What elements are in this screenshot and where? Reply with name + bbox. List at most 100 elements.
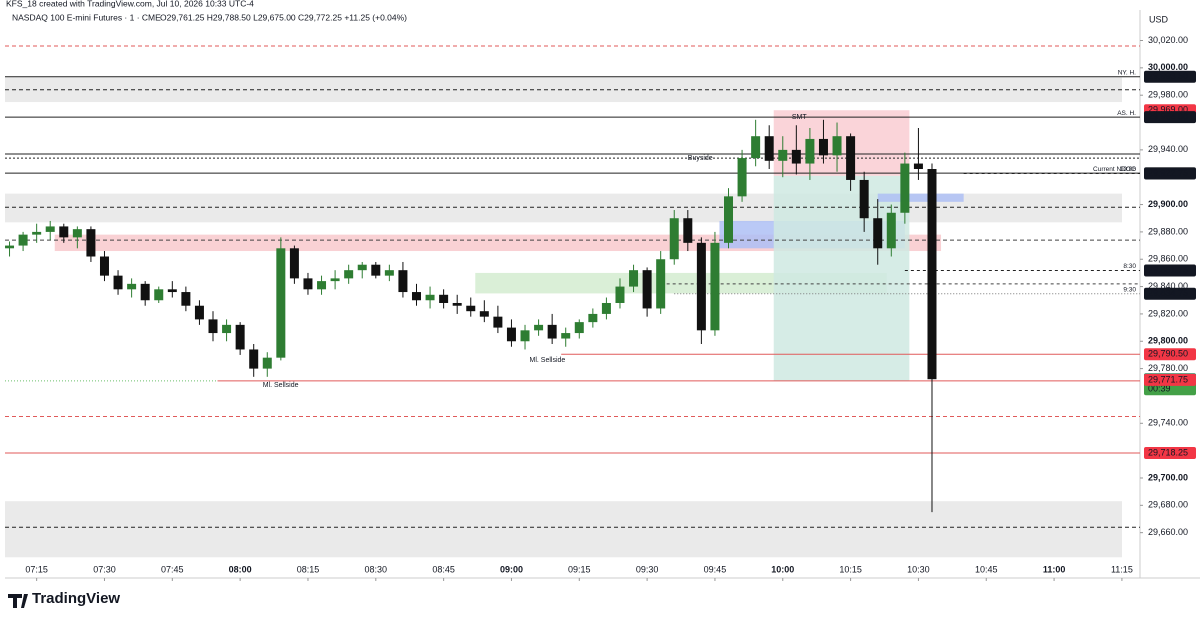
symbol: NASDAQ 100 E-mini Futures · 1 · CME	[12, 12, 161, 22]
candle-body	[140, 283, 150, 301]
x-tick-label: 07:15	[25, 564, 48, 574]
candle-body	[629, 270, 639, 287]
x-tick-label: 08:15	[297, 564, 320, 574]
price-tag-label: 29,964.00	[1148, 111, 1188, 121]
candle-body	[669, 218, 679, 260]
x-tick-label: 10:00	[771, 564, 794, 574]
zone	[5, 501, 1122, 558]
y-tick-label: 29,820.00	[1148, 308, 1188, 318]
candle-body	[574, 322, 584, 334]
candle-body	[642, 270, 652, 309]
candle-body	[791, 149, 801, 164]
currency: USD	[1149, 14, 1169, 24]
candle-body	[601, 302, 611, 314]
candle-body	[493, 316, 503, 328]
candle-body	[99, 256, 109, 276]
annotation: Ml. Sellside	[263, 382, 299, 389]
x-tick-label: 08:45	[432, 564, 455, 574]
candle-body	[764, 136, 774, 161]
x-tick-label: 08:00	[229, 564, 252, 574]
candle-body	[249, 349, 259, 369]
price-tag	[1144, 373, 1196, 386]
x-tick-label: 09:15	[568, 564, 591, 574]
y-tick-label: 29,700.00	[1148, 472, 1188, 482]
zone	[5, 77, 1122, 103]
candle-body	[289, 248, 299, 279]
candle-body	[439, 294, 449, 303]
candle-body	[72, 229, 82, 238]
y-tick-label: 30,020.00	[1148, 35, 1188, 45]
zone	[773, 175, 910, 381]
candle-body	[683, 218, 693, 243]
y-tick-label: 29,800.00	[1148, 336, 1188, 346]
candle-body	[276, 248, 286, 358]
price-tag-label: 30,000.00	[1148, 62, 1188, 72]
candle-body	[32, 231, 42, 235]
candle-body	[59, 226, 69, 238]
x-tick-label: 10:15	[839, 564, 862, 574]
credit: KFS_18 created with TradingView.com, Jul…	[6, 0, 254, 8]
price-tag-label: 29,969.00	[1148, 105, 1188, 115]
y-tick-label: 29,840.00	[1148, 281, 1188, 291]
candle-body	[710, 242, 720, 331]
candle-body	[737, 158, 747, 197]
candle-body	[317, 281, 327, 290]
x-tick-label: 09:45	[704, 564, 727, 574]
candle-body	[751, 136, 761, 159]
price-tag-label: 29,993.50	[1148, 71, 1188, 81]
candle-body	[927, 169, 937, 380]
candle-body	[656, 259, 666, 309]
price-tag	[1144, 111, 1196, 124]
price-tag	[1144, 287, 1196, 300]
candle-body	[18, 234, 28, 246]
candle-body	[222, 324, 232, 334]
candle-body	[615, 286, 625, 303]
candle-body	[534, 324, 544, 331]
candle-body	[900, 163, 910, 213]
candle-body	[45, 226, 55, 232]
annotation: Buyside	[688, 155, 713, 162]
candle-body	[832, 136, 842, 156]
price-tag	[1144, 167, 1196, 180]
y-tick-label: 29,860.00	[1148, 254, 1188, 264]
candle-body	[330, 278, 340, 282]
plot: NY. H.AS. H.Current NDOG10:008:309:3030,…	[5, 35, 1196, 581]
candle-body	[778, 149, 788, 161]
annotation: SMT	[792, 114, 808, 121]
x-tick-label: 11:00	[1043, 564, 1066, 574]
candle-body	[452, 302, 462, 306]
candle-body	[846, 136, 856, 180]
candle-body	[398, 270, 408, 293]
price-tag-label: 29,834.75	[1148, 288, 1188, 298]
x-tick-label: 08:30	[365, 564, 388, 574]
price-tag-label: 29,771.75	[1148, 374, 1188, 384]
candle-body	[344, 270, 354, 279]
candle-body	[479, 311, 489, 317]
price-tag	[1144, 264, 1196, 277]
candle-body	[154, 289, 164, 301]
y-tick-label: 29,780.00	[1148, 363, 1188, 373]
candle-body	[181, 292, 191, 306]
y-tick-label: 29,660.00	[1148, 527, 1188, 537]
y-tick-label: 29,980.00	[1148, 90, 1188, 100]
candle-body	[86, 229, 96, 257]
price-tag	[1144, 70, 1196, 83]
candle-body	[113, 275, 123, 290]
y-tick-label: 29,900.00	[1148, 199, 1188, 209]
logo	[8, 594, 28, 608]
candle-body	[262, 357, 272, 369]
candle-body	[873, 218, 883, 249]
candle-body	[194, 305, 204, 320]
candle-body	[913, 163, 923, 170]
y-tick-label: 29,740.00	[1148, 418, 1188, 428]
candle-body	[384, 270, 394, 276]
candle-body	[425, 294, 435, 301]
x-tick-label: 10:45	[975, 564, 998, 574]
price-tag-label: 29,922.75	[1148, 168, 1188, 178]
countdown: 00:39	[1148, 384, 1171, 394]
candle-body	[859, 179, 869, 219]
x-tick-label: 09:00	[500, 564, 523, 574]
level-label: NY. H.	[1118, 69, 1136, 76]
candle-body	[127, 283, 137, 290]
